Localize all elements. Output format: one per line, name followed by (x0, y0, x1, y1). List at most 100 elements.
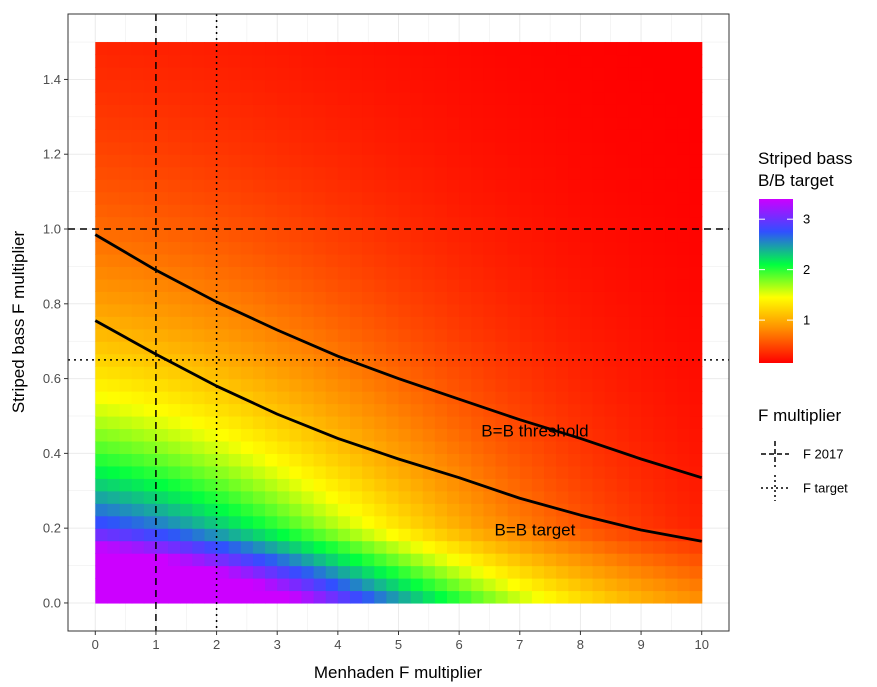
heatmap-cell (580, 366, 594, 380)
heatmap-cell (398, 66, 412, 81)
heatmap-cell (386, 253, 400, 268)
contour-label-threshold: B=B threshold (481, 422, 588, 441)
heatmap-cell (434, 266, 448, 280)
y-axis-title: Striped bass F multiplier (9, 230, 28, 413)
heatmap-cell (483, 66, 497, 81)
heatmap-cell (216, 465, 230, 479)
heatmap-cell (252, 440, 266, 454)
heatmap-cell (301, 540, 315, 554)
heatmap-cell (544, 204, 557, 218)
heatmap-cell (265, 353, 278, 367)
heatmap-cell (447, 42, 460, 56)
heatmap-cell (471, 528, 484, 542)
heatmap-cell (277, 79, 290, 93)
legend-label-f2017: F 2017 (803, 447, 843, 462)
heatmap-cell (580, 129, 594, 143)
heatmap-cell (653, 154, 666, 168)
heatmap-cell (95, 303, 109, 317)
heatmap-cell (410, 141, 424, 155)
heatmap-cell (580, 79, 594, 93)
heatmap-cell (325, 166, 339, 180)
heatmap-cell (628, 79, 642, 93)
heatmap-cell (119, 553, 133, 567)
heatmap-cell (398, 79, 412, 93)
heatmap-cell (313, 316, 327, 330)
heatmap-cell (471, 540, 484, 554)
heatmap-cell (337, 565, 351, 579)
heatmap-cell (507, 104, 521, 118)
fill-legend-ticks: 123 (759, 212, 810, 328)
heatmap-cell (155, 253, 169, 268)
heatmap-cell (580, 303, 594, 317)
heatmap-cell (349, 54, 363, 68)
heatmap-cell (313, 241, 327, 255)
heatmap-cell (252, 453, 266, 467)
heatmap-cell (107, 166, 121, 180)
heatmap-cell (483, 453, 497, 467)
heatmap-cell (252, 216, 266, 230)
heatmap-cell (398, 266, 412, 280)
heatmap-cell (265, 166, 278, 180)
heatmap-cell (422, 341, 436, 355)
heatmap-cell (386, 391, 400, 405)
heatmap-cell (592, 565, 606, 579)
heatmap-cell (519, 154, 533, 168)
heatmap-cell (616, 91, 630, 105)
heatmap-cell (483, 540, 497, 554)
heatmap-cell (168, 553, 181, 567)
heatmap-cell (410, 91, 424, 105)
heatmap-cell (95, 204, 109, 218)
heatmap-cell (447, 316, 460, 330)
heatmap-cell (592, 503, 606, 517)
heatmap-cell (204, 79, 218, 93)
heatmap-cell (410, 391, 424, 405)
heatmap-cell (410, 54, 424, 68)
heatmap-cell (628, 204, 642, 218)
heatmap-cell (434, 415, 448, 430)
heatmap-cell (677, 428, 691, 442)
heatmap-cell (252, 391, 266, 405)
heatmap-cell (192, 66, 206, 81)
heatmap-cell (204, 490, 218, 504)
heatmap-cell (289, 366, 303, 380)
heatmap-cell (313, 328, 327, 342)
heatmap-cell (580, 528, 594, 542)
heatmap-cell (386, 241, 400, 255)
heatmap-cell (689, 66, 703, 81)
heatmap-cell (434, 291, 448, 305)
heatmap-cell (216, 453, 230, 467)
heatmap-cell (483, 166, 497, 180)
heatmap-cell (374, 204, 387, 218)
heatmap-cell (228, 179, 242, 193)
heatmap-cell (398, 528, 412, 542)
heatmap-cell (459, 303, 472, 317)
heatmap-cell (410, 79, 424, 93)
heatmap-cell (422, 54, 436, 68)
heatmap-cell (422, 440, 436, 454)
heatmap-cell (107, 116, 121, 130)
heatmap-cell (665, 578, 679, 592)
heatmap-cell (265, 91, 278, 105)
heatmap-cell (471, 204, 484, 218)
heatmap-cell (434, 503, 448, 517)
heatmap-cell (604, 403, 618, 417)
heatmap-cell (204, 465, 218, 479)
heatmap-cell (398, 415, 412, 430)
heatmap-cell (95, 179, 109, 193)
heatmap-cell (604, 465, 618, 479)
heatmap-cell (556, 291, 569, 305)
heatmap-cell (604, 179, 618, 193)
heatmap-cell (143, 116, 157, 130)
heatmap-cell (495, 478, 509, 492)
heatmap-cell (410, 42, 424, 56)
colorbar-tick-label: 2 (803, 262, 810, 277)
heatmap-cell (422, 91, 436, 105)
heatmap-cell (277, 528, 290, 542)
heatmap-cell (131, 266, 145, 280)
heatmap-cell (204, 303, 218, 317)
heatmap-cell (641, 241, 654, 255)
heatmap-cell (119, 366, 133, 380)
heatmap-cell (228, 253, 242, 268)
heatmap-cell (240, 553, 254, 567)
heatmap-cell (301, 515, 315, 529)
